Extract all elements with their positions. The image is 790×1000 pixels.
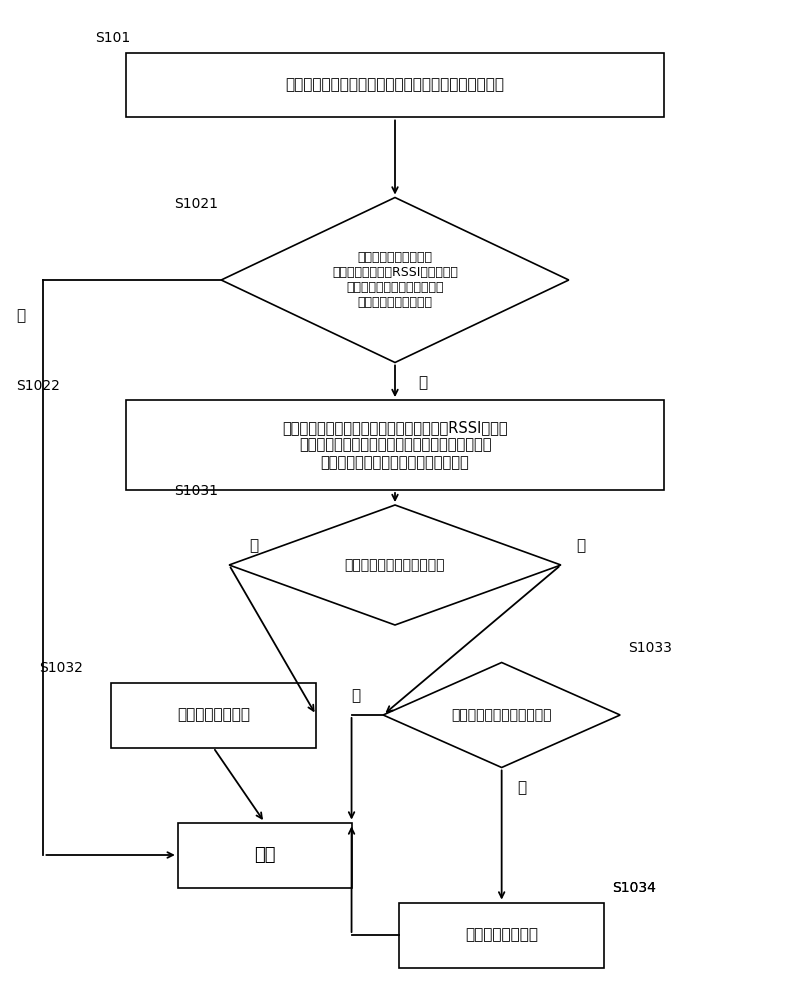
Text: 利用数字信号处理算法检测是否存在基带外的干扰信号: 利用数字信号处理算法检测是否存在基带外的干扰信号: [285, 78, 505, 93]
Text: 否: 否: [517, 780, 527, 796]
FancyBboxPatch shape: [399, 902, 604, 968]
Text: S1022: S1022: [16, 379, 60, 393]
FancyBboxPatch shape: [111, 683, 316, 748]
Text: 若连续第一预定次数判断信号强度指示值（RSSI）大于
第一预设值，且带外噪声能量值大于第二预设值，
则基带外的干扰信号的强度大于预定值: 若连续第一预定次数判断信号强度指示值（RSSI）大于 第一预设值，且带外噪声能量…: [282, 420, 508, 470]
Text: 否: 否: [16, 308, 25, 323]
Polygon shape: [383, 663, 620, 768]
Text: 开启第一级衰减器: 开启第一级衰减器: [177, 708, 250, 722]
Polygon shape: [221, 198, 569, 362]
Text: 开启第二级衰减器: 开启第二级衰减器: [465, 928, 538, 942]
FancyBboxPatch shape: [126, 400, 664, 490]
Text: S1031: S1031: [174, 484, 218, 498]
Text: S1032: S1032: [40, 662, 84, 676]
Text: S1021: S1021: [174, 196, 218, 211]
Text: 每隔预定时间判断一次
信号强度指示值（RSSI）是否大于
第一预设值，且带外噪声能量
值是否大于第二预设值: 每隔预定时间判断一次 信号强度指示值（RSSI）是否大于 第一预设值，且带外噪声…: [332, 251, 458, 309]
Text: S101: S101: [95, 31, 130, 45]
Text: 是: 是: [352, 688, 361, 703]
FancyBboxPatch shape: [178, 822, 352, 888]
Text: 是: 是: [577, 538, 586, 553]
Text: 判断第二级衰减器是否开启: 判断第二级衰减器是否开启: [451, 708, 552, 722]
FancyBboxPatch shape: [126, 52, 664, 117]
Polygon shape: [229, 505, 561, 625]
Text: 否: 否: [249, 538, 258, 553]
Text: 判断第一级衰减器是否开启: 判断第一级衰减器是否开启: [344, 558, 446, 572]
Text: S1033: S1033: [628, 642, 672, 656]
Text: 结束: 结束: [254, 846, 276, 864]
Text: 是: 是: [419, 376, 428, 391]
Text: S1034: S1034: [612, 882, 656, 896]
Text: S1034: S1034: [612, 882, 656, 896]
